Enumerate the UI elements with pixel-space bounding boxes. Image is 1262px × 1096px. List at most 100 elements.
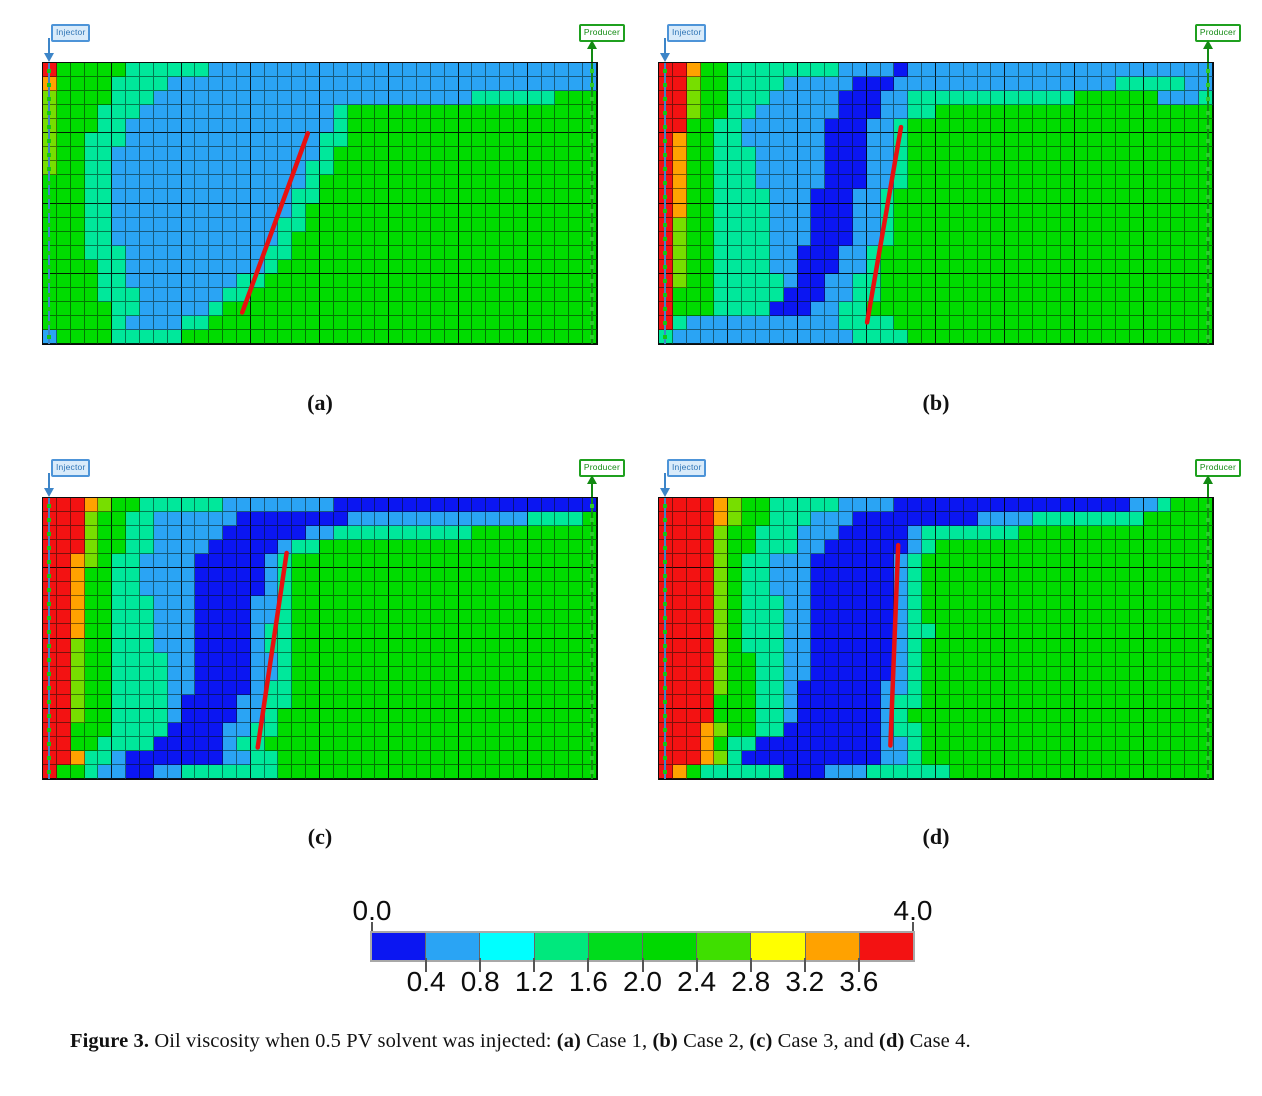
grid-cell	[513, 624, 528, 639]
grid-cell	[1116, 624, 1130, 639]
grid-cell	[250, 750, 265, 765]
grid-cell	[70, 203, 85, 218]
grid-cell	[1060, 203, 1075, 218]
grid-cell	[153, 498, 168, 513]
grid-cell	[444, 568, 459, 583]
grid-cell	[1005, 245, 1020, 260]
grid-cell	[1129, 708, 1144, 723]
grid-cell	[825, 63, 840, 78]
grid-cell	[742, 624, 756, 639]
grid-cell	[894, 301, 909, 316]
grid-cell	[686, 624, 701, 639]
grid-cell	[209, 259, 224, 274]
grid-cell	[389, 217, 404, 232]
grid-cell	[825, 287, 840, 302]
grid-cell	[894, 624, 909, 639]
grid-cell	[908, 259, 923, 274]
grid-cell	[56, 231, 71, 246]
grid-cell	[209, 63, 224, 78]
grid-cell	[181, 708, 196, 723]
grid-cell	[223, 540, 237, 555]
grid-cell	[112, 554, 127, 569]
grid-cell	[949, 329, 964, 344]
producer-line-stub	[591, 49, 593, 62]
grid-cell	[742, 203, 756, 218]
grid-cell	[852, 119, 867, 134]
grid-cell	[977, 498, 992, 513]
grid-cell	[98, 512, 113, 527]
grid-cell	[949, 91, 964, 106]
grid-cell	[430, 652, 445, 667]
grid-cell	[755, 217, 770, 232]
grid-cell	[880, 610, 895, 625]
grid-cell	[500, 301, 514, 316]
grid-cell	[1171, 638, 1186, 653]
producer-tag: Producer	[1194, 24, 1241, 42]
grid-cell	[458, 708, 473, 723]
grid-cell	[430, 217, 445, 232]
grid-cell	[852, 596, 867, 611]
grid-cell	[389, 512, 404, 527]
grid-cell	[278, 273, 293, 288]
grid-cell	[1116, 273, 1130, 288]
grid-cell	[686, 554, 701, 569]
grid-cell	[672, 91, 687, 106]
grid-cell	[839, 540, 853, 555]
grid-cell	[1019, 287, 1033, 302]
grid-cell	[742, 315, 756, 330]
grid-cell	[1074, 764, 1089, 779]
grid-cell	[500, 624, 514, 639]
grid-cell	[1185, 175, 1200, 190]
grid-cell	[555, 245, 570, 260]
grid-cell	[264, 175, 279, 190]
grid-cell	[209, 203, 224, 218]
grid-cell	[1019, 147, 1033, 162]
grid-cell	[714, 722, 729, 737]
grid-cell	[361, 680, 376, 695]
grid-cell	[908, 708, 923, 723]
grid-cell	[250, 568, 265, 583]
grid-cell	[70, 217, 85, 232]
grid-cell	[278, 722, 293, 737]
grid-cell	[839, 315, 853, 330]
grid-cell	[153, 736, 168, 751]
grid-cell	[1171, 105, 1186, 120]
grid-cell	[1157, 764, 1172, 779]
grid-cell	[472, 133, 487, 148]
grid-cell	[320, 596, 334, 611]
grid-cell	[70, 764, 85, 779]
grid-cell	[839, 133, 853, 148]
grid-cell	[181, 133, 196, 148]
grid-cell	[963, 652, 978, 667]
grid-cell	[527, 610, 542, 625]
grid-cell	[1074, 722, 1089, 737]
grid-cell	[264, 666, 279, 681]
grid-cell	[236, 315, 251, 330]
grid-cell	[936, 133, 950, 148]
grid-cell	[1046, 540, 1061, 555]
grid-cell	[1157, 736, 1172, 751]
grid-cell	[430, 498, 445, 513]
grid-cell	[672, 512, 687, 527]
grid-cell	[333, 652, 348, 667]
grid-cell	[811, 722, 826, 737]
grid-cell	[569, 91, 584, 106]
grid-cell	[1005, 750, 1020, 765]
grid-cell	[866, 764, 881, 779]
grid-cell	[839, 764, 853, 779]
grid-cell	[839, 694, 853, 709]
grid-cell	[250, 498, 265, 513]
grid-cell	[458, 119, 473, 134]
grid-cell	[811, 512, 826, 527]
grid-cell	[769, 287, 784, 302]
grid-cell	[126, 596, 140, 611]
grid-cell	[195, 750, 210, 765]
grid-cell	[333, 568, 348, 583]
grid-cell	[769, 259, 784, 274]
grid-cell	[555, 540, 570, 555]
grid-cell	[444, 329, 459, 344]
grid-cell	[361, 175, 376, 190]
grid-cell	[1088, 217, 1103, 232]
grid-cell	[139, 91, 154, 106]
grid-cell	[1116, 540, 1130, 555]
